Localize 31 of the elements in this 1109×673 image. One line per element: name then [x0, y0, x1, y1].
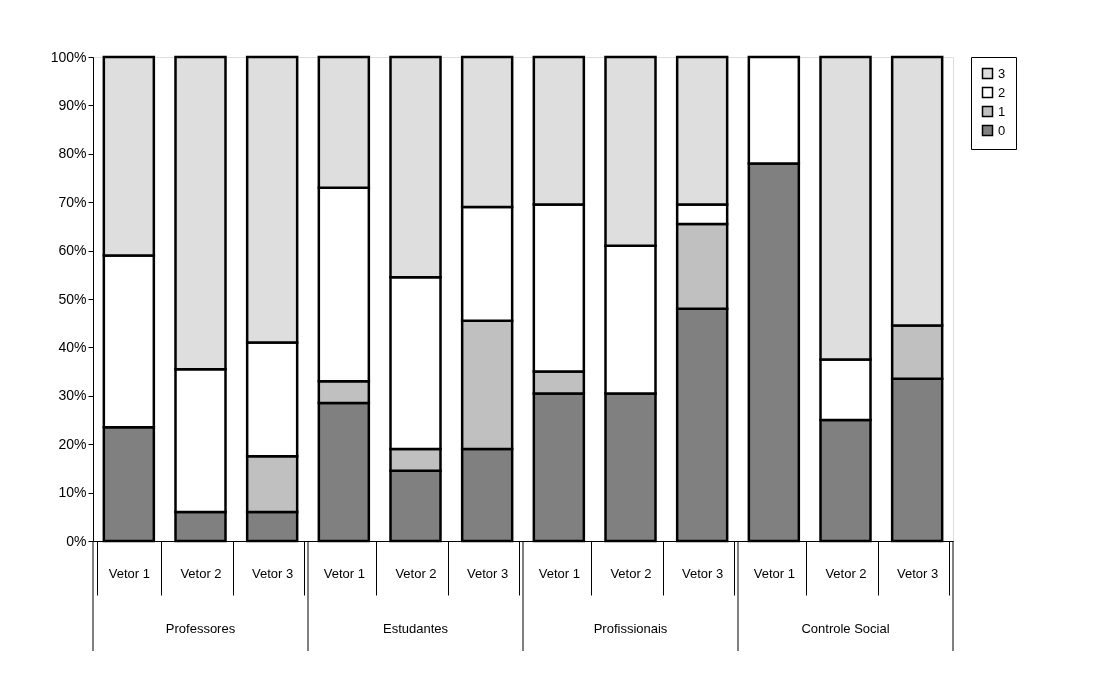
x-tick-label: Vetor 2: [180, 565, 222, 581]
x-tick-label: Vetor 2: [825, 565, 867, 581]
y-tick-label: 70%: [58, 193, 87, 210]
legend-label: 2: [998, 84, 1006, 100]
y-tick-label: 10%: [58, 484, 87, 501]
y-tick-label: 100%: [50, 48, 87, 65]
x-tick-label: Vetor 2: [610, 565, 652, 581]
legend-label: 1: [998, 103, 1006, 119]
y-tick-label: 60%: [58, 242, 87, 259]
text: Estudantes: [382, 621, 449, 636]
y-tick-label: 0%: [66, 532, 87, 549]
text: Profissionais: [593, 621, 668, 636]
x-tick-label: Vetor 1: [753, 565, 795, 581]
x-tick-label: Vetor 1: [108, 565, 150, 581]
x-tick-label: Vetor 3: [897, 565, 939, 581]
legend-label: 3: [998, 65, 1006, 81]
text: Professores: [165, 621, 236, 636]
y-tick-label: 40%: [58, 338, 87, 355]
text: Controle Social: [801, 621, 890, 636]
x-tick-label: Vetor 3: [467, 565, 509, 581]
x-tick-label: Vetor 2: [395, 565, 437, 581]
x-tick-label: Vetor 1: [538, 565, 580, 581]
y-tick-label: 80%: [58, 145, 87, 162]
x-tick-label: Vetor 3: [682, 565, 724, 581]
y-tick-label: 20%: [58, 435, 87, 452]
y-tick-label: 90%: [58, 96, 87, 113]
x-tick-label: Vetor 3: [252, 565, 294, 581]
y-tick-label: 50%: [58, 290, 87, 307]
x-tick-label: Vetor 1: [323, 565, 365, 581]
legend-label: 0: [998, 122, 1006, 138]
y-tick-label: 30%: [58, 387, 87, 404]
